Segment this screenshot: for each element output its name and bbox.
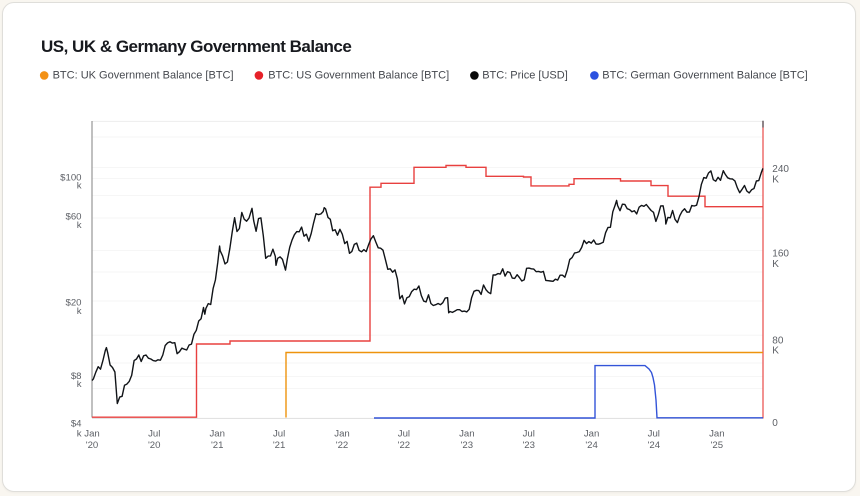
- svg-text:Jul: Jul: [148, 429, 160, 440]
- svg-text:$20: $20: [65, 298, 81, 309]
- svg-text:'24: '24: [648, 440, 661, 451]
- svg-text:Jan: Jan: [84, 429, 99, 440]
- svg-text:BTC: UK Government Balance [BT: BTC: UK Government Balance [BTC]: [53, 69, 234, 81]
- svg-text:Jan: Jan: [209, 429, 224, 440]
- svg-text:80: 80: [772, 335, 784, 346]
- svg-text:'24: '24: [585, 440, 598, 451]
- svg-text:0: 0: [772, 418, 778, 429]
- svg-text:160: 160: [772, 249, 789, 260]
- svg-text:k: k: [77, 306, 82, 317]
- svg-text:BTC: US Government Balance [BT: BTC: US Government Balance [BTC]: [268, 69, 449, 81]
- svg-text:k: k: [77, 429, 82, 440]
- svg-text:Jul: Jul: [648, 429, 660, 440]
- svg-text:BTC: German Government Balance: BTC: German Government Balance [BTC]: [602, 69, 807, 81]
- svg-text:Jul: Jul: [523, 429, 535, 440]
- svg-text:K: K: [772, 346, 779, 357]
- svg-text:$4: $4: [71, 419, 82, 430]
- svg-text:K: K: [772, 259, 779, 270]
- svg-text:'23: '23: [461, 440, 474, 451]
- svg-text:K: K: [772, 174, 779, 185]
- svg-text:Jan: Jan: [334, 429, 349, 440]
- svg-text:Jan: Jan: [459, 429, 474, 440]
- svg-text:'22: '22: [398, 440, 411, 451]
- svg-text:'23: '23: [522, 440, 535, 451]
- svg-text:'25: '25: [711, 440, 724, 451]
- svg-text:'21: '21: [273, 440, 286, 451]
- svg-text:'22: '22: [336, 440, 349, 451]
- svg-text:$100: $100: [60, 172, 81, 183]
- svg-text:Jan: Jan: [709, 429, 724, 440]
- svg-text:k: k: [77, 181, 82, 192]
- svg-text:US, UK & Germany Government Ba: US, UK & Germany Government Balance: [41, 37, 351, 56]
- svg-text:BTC: Price [USD]: BTC: Price [USD]: [482, 69, 568, 81]
- svg-text:240: 240: [772, 164, 789, 175]
- svg-text:Jan: Jan: [584, 429, 599, 440]
- svg-text:$8: $8: [71, 371, 82, 382]
- svg-text:'21: '21: [211, 440, 224, 451]
- svg-text:'20: '20: [148, 440, 161, 451]
- svg-text:Jul: Jul: [273, 429, 285, 440]
- svg-text:k: k: [77, 220, 82, 231]
- svg-text:k: k: [77, 379, 82, 390]
- svg-text:Jul: Jul: [398, 429, 410, 440]
- svg-text:'20: '20: [86, 440, 99, 451]
- svg-text:$60: $60: [65, 212, 81, 223]
